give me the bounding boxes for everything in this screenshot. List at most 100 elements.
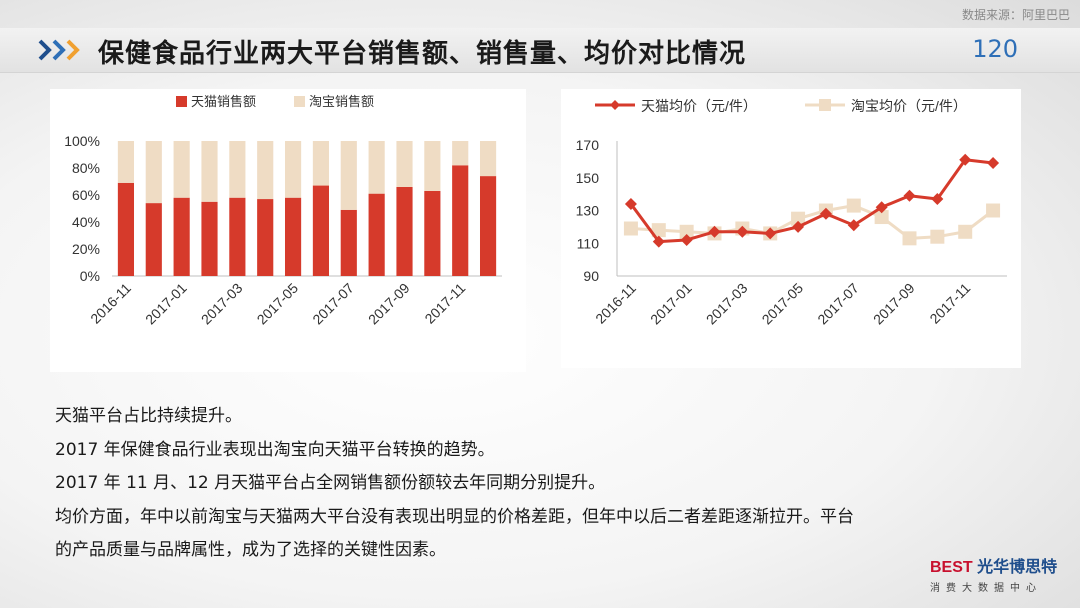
tmall-price-point: [875, 201, 888, 214]
taobao-price-point: [651, 223, 666, 238]
taobao-price-point: [986, 203, 1001, 218]
taobao-sales-bar: [173, 141, 190, 198]
sales-share-chart-panel: 天猫销售额 淘宝销售额 0% 20% 40% 60% 80% 100% 2016-11 2017-…: [50, 89, 526, 372]
tmall-sales-bar: [145, 203, 162, 276]
page-number: 120: [972, 35, 1018, 63]
title-bar: 保健食品行业两大平台销售额、销售量、均价对比情况 120: [0, 28, 1080, 73]
tmall-sales-bar: [201, 201, 218, 276]
x-tick-label: 2017-11: [421, 280, 468, 327]
y-tick-label: 80%: [72, 160, 100, 176]
x-tick-label: 2017-01: [647, 280, 695, 328]
legend-label: 天猫均价（元/件）: [641, 98, 757, 114]
x-tick-label: 2017-07: [814, 280, 862, 328]
tmall-sales-bar: [229, 197, 246, 276]
x-tick-label: 2017-03: [703, 280, 751, 328]
tmall-price-point: [736, 225, 749, 238]
brand-logo: BEST 光华博思特 消费大数据中心: [930, 553, 1070, 594]
logo-name: BEST 光华博思特: [930, 553, 1070, 577]
x-tick-label: 2017-05: [254, 280, 302, 328]
body-line: 天猫平台占比持续提升。: [55, 406, 242, 426]
taobao-sales-bar: [424, 141, 441, 191]
tmall-sales-bar: [479, 176, 497, 276]
tmall-price-point: [847, 219, 860, 232]
taobao-sales-bar: [452, 141, 469, 166]
taobao-sales-bar: [257, 141, 274, 200]
body-line: 2017 年保健食品行业表现出淘宝向天猫平台转换的趋势。: [55, 439, 495, 460]
triple-chevron-icon: [38, 39, 80, 61]
logo-mark: BEST: [930, 559, 973, 576]
taobao-sales-bar: [340, 141, 357, 210]
legend-marker: [610, 100, 620, 110]
legend-swatch: [294, 96, 305, 107]
body-line: 均价方面，年中以前淘宝与天猫两大平台没有表现出明显的价格差距，但年中以后二者差距…: [55, 506, 854, 527]
tmall-price-point: [819, 207, 832, 220]
taobao-price-point: [902, 231, 917, 246]
y-tick-label: 100%: [64, 133, 100, 149]
tmall-price-point: [987, 157, 1000, 170]
logo-subtitle: 消费大数据中心: [930, 583, 1042, 594]
tmall-sales-bar: [117, 182, 135, 276]
x-tick-label: 2017-07: [309, 280, 357, 328]
tmall-price-point: [624, 197, 637, 210]
y-tick-label: 130: [576, 203, 600, 219]
tmall-price-point: [680, 233, 693, 246]
y-tick-label: 110: [577, 235, 600, 251]
tmall-sales-bar: [424, 190, 441, 276]
tmall-sales-bar: [396, 186, 413, 276]
x-tick-label: 2017-11: [926, 280, 973, 327]
y-tick-label: 90: [583, 268, 599, 284]
taobao-price-point: [623, 221, 638, 236]
legend-label: 淘宝均价（元/件）: [851, 98, 967, 114]
tmall-sales-bar: [257, 199, 274, 276]
y-tick-label: 20%: [72, 241, 100, 257]
x-tick-label: 2016-11: [87, 280, 134, 327]
y-tick-label: 150: [576, 170, 600, 186]
avg-price-chart-panel: 天猫均价（元/件） 淘宝均价（元/件） 90 110 130 150 170 2016-11 2…: [561, 89, 1021, 368]
tmall-price-point: [959, 153, 972, 166]
x-tick-label: 2017-01: [142, 280, 190, 328]
taobao-sales-bar: [368, 141, 385, 194]
taobao-price-point: [930, 229, 945, 244]
taobao-sales-bar: [229, 141, 246, 198]
taobao-sales-bar: [396, 141, 413, 187]
legend-swatch: [176, 96, 187, 107]
tmall-sales-bar: [284, 197, 302, 276]
tmall-sales-bar: [368, 193, 385, 276]
x-tick-label: 2017-09: [365, 280, 413, 328]
taobao-sales-bar: [312, 141, 330, 186]
data-source-note: 数据来源：阿里巴巴: [961, 8, 1070, 22]
tmall-sales-bar: [452, 165, 469, 276]
tmall-price-point: [903, 189, 916, 202]
taobao-sales-bar: [284, 141, 302, 198]
tmall-price-point: [708, 225, 721, 238]
body-text: 天猫平台占比持续提升。 2017 年保健食品行业表现出淘宝向天猫平台转换的趋势。…: [55, 400, 1015, 568]
legend-label: 天猫销售额: [191, 94, 256, 109]
x-tick-label: 2016-11: [592, 280, 639, 327]
taobao-sales-bar: [201, 141, 218, 202]
tmall-price-point: [652, 235, 665, 248]
y-tick-label: 0%: [80, 268, 100, 284]
taobao-price-point: [791, 211, 806, 226]
x-tick-label: 2017-03: [198, 280, 246, 328]
taobao-sales-bar: [479, 141, 497, 177]
y-tick-label: 60%: [72, 187, 100, 203]
taobao-price-point: [874, 210, 889, 225]
x-tick-label: 2017-09: [870, 280, 918, 328]
body-line: 2017 年 11 月、12 月天猫平台占全网销售额份额较去年同期分别提升。: [55, 473, 606, 493]
x-tick-label: 2017-05: [759, 280, 807, 328]
logo-name-text: 光华博思特: [977, 559, 1058, 576]
taobao-price-point: [846, 198, 861, 213]
tmall-sales-bar: [340, 209, 357, 276]
tmall-sales-bar: [173, 197, 190, 276]
tmall-sales-bar: [312, 185, 330, 276]
tmall-price-point: [792, 220, 805, 233]
page-title: 保健食品行业两大平台销售额、销售量、均价对比情况: [98, 39, 747, 69]
taobao-sales-bar: [145, 141, 162, 204]
taobao-sales-bar: [117, 141, 135, 183]
taobao-price-point: [958, 224, 973, 239]
y-tick-label: 40%: [72, 214, 100, 230]
legend-marker: [819, 99, 831, 111]
y-tick-label: 170: [576, 137, 600, 153]
taobao-price-point: [679, 224, 694, 239]
